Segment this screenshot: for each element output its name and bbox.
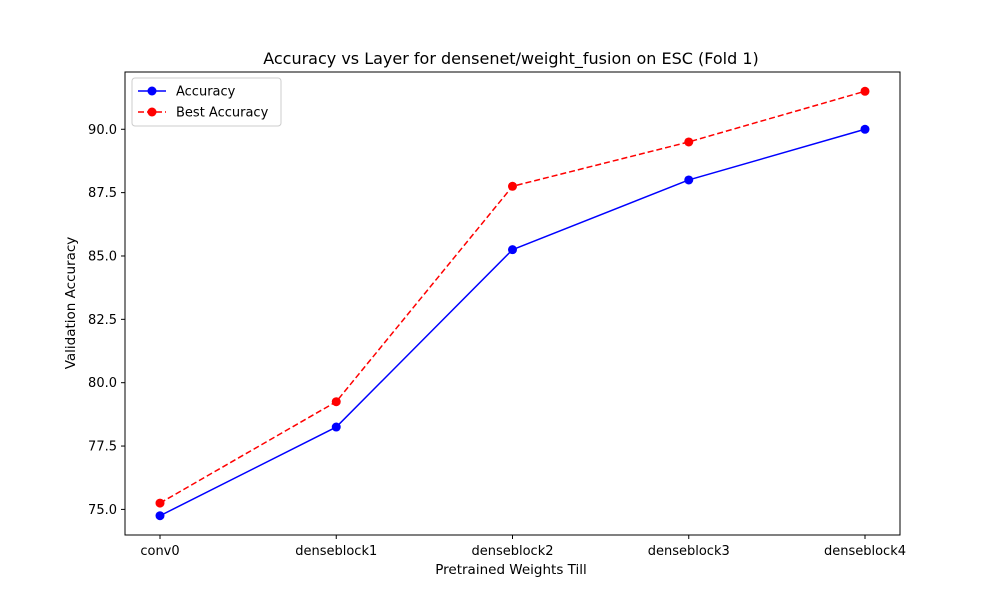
accuracy-point bbox=[684, 175, 694, 185]
x-tick-label: denseblock2 bbox=[471, 544, 553, 559]
legend-box bbox=[131, 77, 282, 127]
legend-best-accuracy-marker bbox=[147, 107, 157, 117]
x-tick-label: denseblock4 bbox=[824, 544, 906, 559]
best-accuracy-point bbox=[684, 137, 694, 147]
best-accuracy-point bbox=[155, 498, 165, 508]
chart-title: Accuracy vs Layer for densenet/weight_fu… bbox=[263, 49, 759, 69]
best-accuracy-point bbox=[331, 397, 341, 407]
best-accuracy-point bbox=[508, 181, 517, 191]
y-tick-label: 77.5 bbox=[88, 440, 117, 455]
x-tick-label: denseblock3 bbox=[648, 544, 730, 559]
legend-accuracy-marker bbox=[147, 86, 157, 96]
x-axis-label: Pretrained Weights Till bbox=[435, 562, 587, 578]
legend-best-accuracy-label: Best Accuracy bbox=[176, 106, 269, 121]
series-layer bbox=[155, 86, 870, 521]
accuracy-point bbox=[860, 124, 870, 134]
accuracy-point bbox=[508, 245, 517, 255]
best-accuracy-point bbox=[860, 86, 870, 96]
legend-accuracy-label: Accuracy bbox=[176, 85, 236, 100]
plot-area-frame bbox=[124, 71, 901, 536]
accuracy-point bbox=[331, 422, 341, 432]
accuracy-point bbox=[155, 511, 165, 521]
y-tick-label: 82.5 bbox=[88, 313, 117, 328]
x-tick-label: denseblock1 bbox=[295, 544, 377, 559]
y-tick-label: 87.5 bbox=[88, 186, 117, 201]
y-axis-ticks: 75.0 77.5 80.0 82.5 85.0 87.5 90.0 bbox=[88, 123, 125, 518]
y-tick-label: 85.0 bbox=[88, 249, 117, 264]
y-tick-label: 75.0 bbox=[88, 503, 117, 518]
legend-entries: Accuracy Best Accuracy bbox=[138, 85, 269, 121]
y-tick-label: 80.0 bbox=[88, 376, 117, 391]
x-tick-label: conv0 bbox=[140, 544, 179, 559]
x-axis-ticks: conv0 denseblock1 denseblock2 denseblock3 de… bbox=[140, 535, 906, 559]
y-tick-label: 90.0 bbox=[88, 123, 117, 138]
legend: Accuracy Best Accuracy bbox=[131, 77, 282, 127]
y-axis-label: Validation Accuracy bbox=[63, 237, 79, 370]
